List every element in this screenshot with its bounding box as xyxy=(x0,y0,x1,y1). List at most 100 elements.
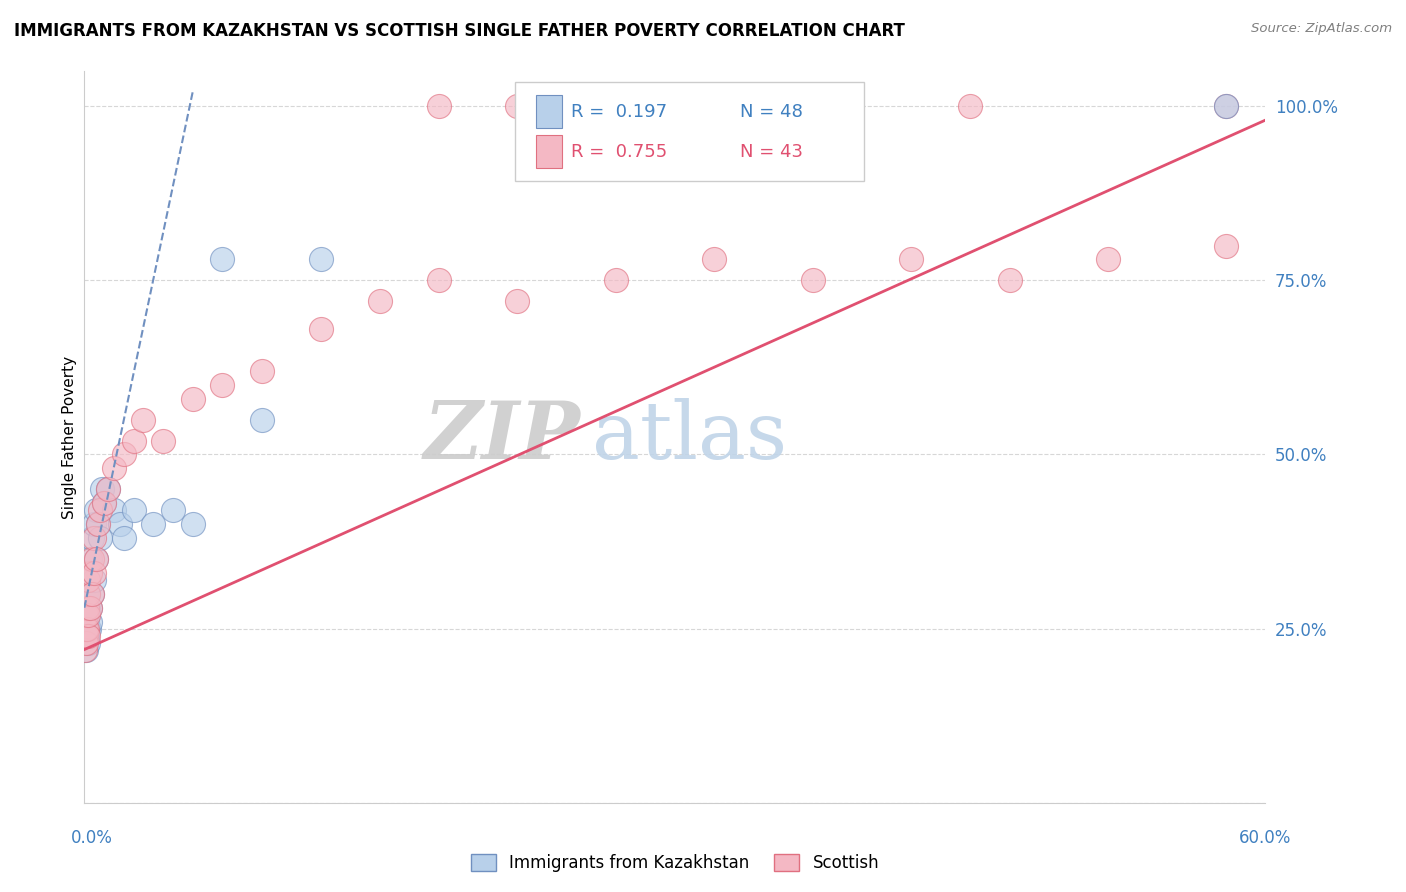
Point xyxy=(250,364,273,378)
Point xyxy=(103,503,125,517)
Point xyxy=(75,594,97,608)
Point xyxy=(84,552,107,566)
Point xyxy=(91,483,114,497)
Point xyxy=(250,412,273,426)
Point xyxy=(605,99,627,113)
Point xyxy=(75,587,97,601)
Point xyxy=(801,273,824,287)
Point xyxy=(75,642,97,657)
Point xyxy=(75,622,97,636)
Point xyxy=(79,566,101,580)
Point xyxy=(82,587,104,601)
Text: IMMIGRANTS FROM KAZAKHSTAN VS SCOTTISH SINGLE FATHER POVERTY CORRELATION CHART: IMMIGRANTS FROM KAZAKHSTAN VS SCOTTISH S… xyxy=(14,22,905,40)
Point xyxy=(77,600,100,615)
Point xyxy=(84,552,107,566)
Point xyxy=(89,503,111,517)
Point xyxy=(77,635,100,649)
Point xyxy=(506,294,529,309)
Point xyxy=(79,552,101,566)
Point xyxy=(821,99,844,113)
Point xyxy=(1215,99,1237,113)
Point xyxy=(108,517,131,532)
Point xyxy=(83,573,105,587)
Point xyxy=(75,629,97,643)
Point xyxy=(79,600,101,615)
Point xyxy=(142,517,165,532)
Point xyxy=(703,252,725,267)
Point xyxy=(132,412,155,426)
Point xyxy=(368,294,391,309)
Point xyxy=(77,607,100,622)
Point xyxy=(75,594,97,608)
Point xyxy=(82,531,104,545)
Point xyxy=(76,615,98,629)
Text: R =  0.755: R = 0.755 xyxy=(571,144,668,161)
Point xyxy=(1215,238,1237,252)
Point xyxy=(112,448,135,462)
Point xyxy=(75,607,97,622)
Point xyxy=(76,622,98,636)
Point xyxy=(162,503,184,517)
Point xyxy=(93,496,115,510)
Point xyxy=(83,517,105,532)
Point xyxy=(77,629,100,643)
Point xyxy=(1215,99,1237,113)
Bar xyxy=(536,95,561,128)
FancyBboxPatch shape xyxy=(516,82,863,181)
Point xyxy=(1097,252,1119,267)
Text: Source: ZipAtlas.com: Source: ZipAtlas.com xyxy=(1251,22,1392,36)
Point xyxy=(87,517,110,532)
Point xyxy=(211,252,233,267)
Point xyxy=(82,587,104,601)
Point xyxy=(122,503,145,517)
Point xyxy=(959,99,981,113)
Legend: Immigrants from Kazakhstan, Scottish: Immigrants from Kazakhstan, Scottish xyxy=(464,847,886,879)
Point xyxy=(75,622,97,636)
Point xyxy=(75,600,97,615)
Point xyxy=(76,600,98,615)
Bar xyxy=(536,136,561,169)
Point xyxy=(83,566,105,580)
Point xyxy=(77,607,100,622)
Point xyxy=(76,600,98,615)
Point xyxy=(79,615,101,629)
Point xyxy=(83,531,105,545)
Point xyxy=(97,483,120,497)
Point xyxy=(75,607,97,622)
Point xyxy=(75,629,97,643)
Point xyxy=(75,607,97,622)
Point xyxy=(605,273,627,287)
Point xyxy=(152,434,174,448)
Point xyxy=(97,483,120,497)
Point xyxy=(211,377,233,392)
Point xyxy=(664,99,686,113)
Point xyxy=(79,600,101,615)
Text: N = 43: N = 43 xyxy=(740,144,803,161)
Point xyxy=(79,622,101,636)
Point xyxy=(103,461,125,475)
Point xyxy=(309,252,332,267)
Point xyxy=(93,496,115,510)
Point xyxy=(427,273,450,287)
Point xyxy=(181,392,204,406)
Text: ZIP: ZIP xyxy=(423,399,581,475)
Point xyxy=(75,587,97,601)
Point xyxy=(75,615,97,629)
Point xyxy=(75,642,97,657)
Point xyxy=(77,587,100,601)
Text: R =  0.197: R = 0.197 xyxy=(571,103,666,121)
Text: N = 48: N = 48 xyxy=(740,103,803,121)
Text: 0.0%: 0.0% xyxy=(70,829,112,847)
Text: 60.0%: 60.0% xyxy=(1239,829,1292,847)
Point xyxy=(84,503,107,517)
Point xyxy=(122,434,145,448)
Point xyxy=(506,99,529,113)
Point xyxy=(112,531,135,545)
Point xyxy=(75,600,97,615)
Point xyxy=(75,635,97,649)
Point xyxy=(998,273,1021,287)
Point xyxy=(77,573,100,587)
Point xyxy=(76,629,98,643)
Text: atlas: atlas xyxy=(592,398,787,476)
Point xyxy=(309,322,332,336)
